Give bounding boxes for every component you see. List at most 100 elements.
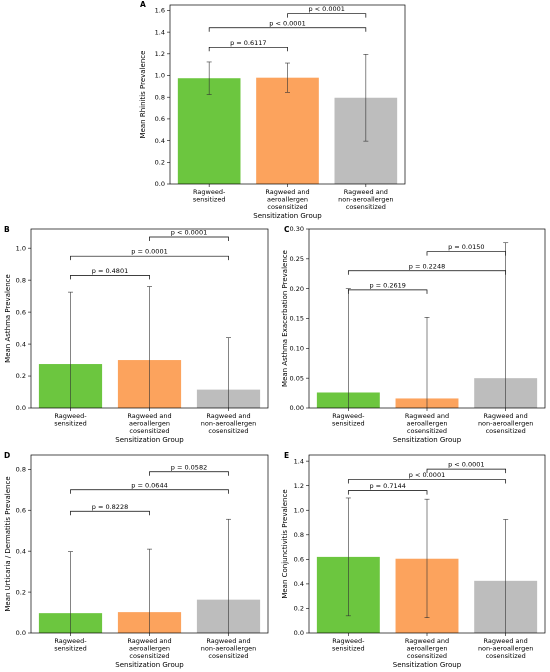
y-tick-label: 0.2 — [155, 159, 165, 167]
significance-bracket — [347, 479, 507, 484]
x-category-label: Ragweed- — [54, 637, 87, 645]
significance-bracket — [149, 471, 229, 476]
x-category-label: cosensitized — [208, 652, 248, 660]
x-category-label: non-aeroallergen — [338, 196, 393, 204]
x-category-label: Ragweed- — [332, 637, 365, 645]
y-tick-label: 0.20 — [290, 285, 304, 293]
y-tick-label: 0.6 — [155, 115, 165, 123]
p-value-label: p = 0.7144 — [369, 482, 405, 490]
p-value-label: p = 0.0150 — [448, 243, 484, 251]
p-value-label: p = 0.0582 — [171, 463, 207, 471]
significance-bracket — [70, 274, 150, 280]
significance-bracket — [426, 468, 507, 474]
significance-bracket — [347, 270, 507, 275]
x-category-label: non-aeroallergen — [201, 645, 256, 653]
y-axis-title: Mean Asthma Prevalence — [4, 274, 12, 363]
x-category-label: Ragweed and — [344, 188, 388, 196]
x-category-label: cosensitized — [486, 652, 526, 660]
y-tick-label: 0.6 — [16, 506, 26, 514]
p-value-label: p = 0.4801 — [92, 267, 128, 275]
p-value-label: p < 0.0001 — [269, 19, 305, 27]
y-tick-label: 0.8 — [16, 466, 26, 474]
significance-bracket — [208, 27, 367, 32]
x-axis-title: Sensitization Group — [253, 212, 322, 220]
panel-b: B 0.0 0.2 0.4 0.6 0.8 1.0 Ragweed-sensitized Rag… — [4, 225, 269, 444]
x-axis-title: Sensitization Group — [393, 661, 462, 669]
y-tick-label: 1.2 — [155, 50, 165, 58]
y-tick-label: 0.4 — [16, 340, 26, 348]
x-category-label: Ragweed- — [54, 412, 87, 420]
y-tick-label: 0.15 — [290, 315, 304, 323]
x-axis-title: Sensitization Group — [115, 436, 184, 444]
p-value-label: p = 0.2248 — [409, 262, 445, 270]
x-category-label: Ragweed and — [405, 637, 449, 645]
x-category-label: cosensitized — [407, 427, 447, 435]
y-tick-label: 1.2 — [294, 482, 304, 490]
y-tick-label: 0.2 — [16, 372, 26, 380]
panel-a: A 0.0 0.2 0.4 0.6 0.8 1.0 1.2 1.4 1.6 Ragweed-sens… — [139, 0, 406, 220]
x-category-label: non-aeroallergen — [478, 645, 533, 653]
y-tick-label: 0.8 — [16, 276, 26, 284]
y-tick-label: 0.00 — [290, 404, 304, 412]
p-value-label: p = 0.2619 — [369, 281, 405, 289]
y-tick-label: 1.0 — [16, 244, 26, 252]
x-category-label: aeroallergen — [407, 420, 448, 428]
axes-frame — [308, 454, 546, 634]
y-tick-label: 1.0 — [294, 506, 304, 514]
significance-bracket — [347, 289, 428, 294]
p-value-label: p = 0.0001 — [131, 248, 167, 256]
bar-a-1 — [177, 78, 241, 184]
significance-bracket — [287, 13, 367, 18]
x-category-label: Ragweed and — [127, 412, 171, 420]
x-category-label: Ragweed and — [405, 412, 449, 420]
y-tick-label: 1.4 — [294, 457, 304, 465]
x-category-label: aeroallergen — [267, 196, 308, 204]
p-value-label: p = 0.8228 — [92, 503, 128, 511]
y-tick-label: 0.0 — [16, 404, 26, 412]
significance-bracket — [347, 490, 428, 495]
y-tick-label: 0.8 — [294, 531, 304, 539]
significance-bracket — [70, 510, 150, 516]
panel-letter-d: D — [4, 451, 10, 460]
y-tick-label: 0.8 — [155, 93, 165, 101]
p-value-label: p < 0.0001 — [409, 471, 445, 479]
x-category-label: Ragweed and — [265, 188, 309, 196]
x-category-label: aeroallergen — [129, 645, 170, 653]
x-category-label: cosensitized — [267, 203, 307, 211]
y-tick-label: 0.2 — [16, 588, 26, 596]
panel-c: C 0.00 0.05 0.10 0.15 0.20 0.25 0.30 Ragweed-sen… — [281, 225, 546, 444]
p-value-label: p < 0.0001 — [308, 5, 344, 13]
x-category-label: sensitized — [54, 420, 87, 428]
bar-a-2 — [256, 77, 319, 184]
panel-letter-c: C — [284, 225, 290, 234]
x-category-label: Ragweed and — [206, 637, 250, 645]
axes-frame — [169, 4, 406, 185]
axes-frame — [308, 228, 546, 409]
y-tick-label: 0.0 — [155, 180, 165, 188]
significance-bracket — [149, 236, 229, 241]
y-tick-label: 1.4 — [155, 28, 165, 36]
y-axis-title: Mean Urticaria / Dermatitis Prevalence — [4, 476, 12, 611]
x-category-label: aeroallergen — [407, 645, 448, 653]
x-category-label: cosensitized — [129, 427, 169, 435]
x-category-label: Ragweed and — [127, 637, 171, 645]
y-tick-label: 0.0 — [294, 629, 304, 637]
y-tick-label: 1.0 — [155, 72, 165, 80]
y-axis-title: Mean Conjunctivitis Prevalence — [281, 489, 289, 598]
significance-bracket — [426, 251, 507, 256]
y-tick-label: 1.6 — [155, 7, 165, 15]
panel-letter-b: B — [4, 225, 10, 234]
x-category-label: Ragweed and — [484, 412, 528, 420]
x-category-label: Ragweed- — [193, 188, 226, 196]
panel-letter-a: A — [140, 0, 146, 9]
axes-frame — [30, 228, 269, 409]
y-tick-label: 0.05 — [290, 374, 304, 382]
y-tick-label: 0.25 — [290, 255, 304, 263]
y-tick-label: 0.4 — [16, 547, 26, 555]
x-category-label: cosensitized — [208, 427, 248, 435]
y-tick-label: 0.6 — [16, 308, 26, 316]
x-axis-title: Sensitization Group — [115, 661, 184, 669]
p-value-label: p = 0.6117 — [230, 39, 266, 47]
panel-e: E 0.0 0.2 0.4 0.6 0.8 1.0 1.2 1.4 Ragweed-sensiti… — [281, 451, 546, 669]
